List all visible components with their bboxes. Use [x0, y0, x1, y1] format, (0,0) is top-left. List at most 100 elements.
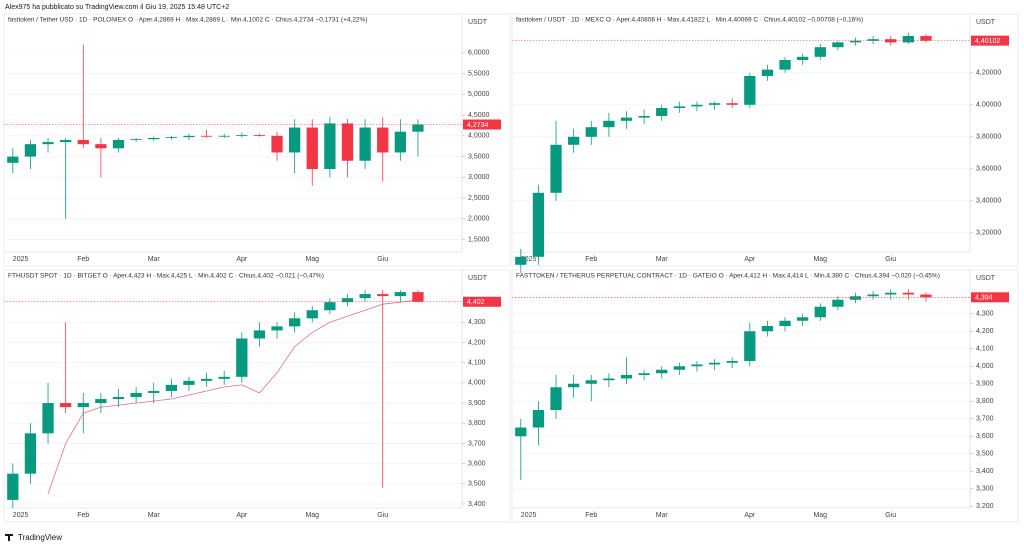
- candle-body: [797, 56, 809, 60]
- x-tick-label: Apr: [744, 256, 756, 263]
- header: Alex975 ha pubblicato su TradingView.com…: [5, 4, 229, 11]
- y-tick-label: 3,400: [976, 468, 994, 475]
- y-tick-label: 3,0000: [468, 174, 490, 181]
- candle-body: [726, 361, 738, 363]
- x-tick-label: Mar: [656, 512, 669, 519]
- y-tick-label: 3,600: [976, 433, 994, 440]
- candle-body: [638, 116, 650, 118]
- candle-body: [60, 140, 72, 143]
- candle-body: [148, 137, 160, 140]
- last-price-label: 4,394: [975, 295, 993, 302]
- x-tick-label: Giu: [885, 512, 896, 519]
- candle-body: [585, 380, 597, 384]
- candle-body: [289, 127, 301, 153]
- candle-body: [412, 124, 424, 132]
- chart-title: fasttoken / USDT · 1D · MEXC O · Aper.4,…: [516, 17, 863, 24]
- y-tick-label: 4,20000: [976, 70, 1001, 77]
- candle-body: [832, 42, 844, 48]
- y-tick-label: 3,700: [468, 440, 486, 447]
- x-tick-label: Feb: [585, 512, 597, 519]
- last-price-tag: [463, 119, 501, 130]
- candle-body: [708, 103, 721, 105]
- candle-body: [656, 108, 668, 116]
- candle-body: [253, 330, 266, 339]
- candle-body: [673, 106, 685, 108]
- x-tick-label: Mag: [305, 512, 319, 519]
- x-tick-label: Feb: [77, 512, 89, 519]
- y-tick-label: 6,0000: [468, 50, 490, 57]
- candle-body: [112, 140, 125, 149]
- x-tick-label: Mag: [305, 256, 319, 263]
- x-tick-label: Apr: [236, 256, 248, 263]
- candle-body: [656, 369, 668, 374]
- overlay-line: [47, 299, 419, 495]
- candle-body: [920, 36, 932, 41]
- y-tick-label: 3,700: [976, 416, 994, 423]
- x-tick-label: Apr: [236, 512, 248, 519]
- y-tick-label: 3,80000: [976, 134, 1001, 141]
- x-tick-label: Mar: [148, 512, 161, 519]
- candle-body: [691, 104, 703, 107]
- candle-body: [761, 326, 774, 332]
- y-tick-label: 3,800: [468, 420, 486, 427]
- candle-body: [832, 299, 844, 307]
- candle-body: [867, 294, 879, 297]
- unit-label: USDT: [976, 19, 996, 26]
- candle-body: [708, 362, 721, 365]
- candle-body: [95, 144, 107, 149]
- candle-body: [515, 256, 527, 265]
- chart-panel: FTHUSDT SPOT · 1D · BITGET O · Aper.4,42…: [3, 269, 511, 523]
- y-tick-label: 2,0000: [468, 216, 490, 223]
- candle-body: [867, 39, 879, 41]
- candle-body: [394, 131, 406, 153]
- candle-body: [77, 403, 89, 408]
- candle-body: [112, 397, 125, 400]
- candle-body: [532, 192, 545, 257]
- candle-body: [849, 296, 862, 300]
- candle-body: [744, 76, 756, 105]
- y-tick-label: 4,200: [468, 339, 486, 346]
- y-tick-label: 5,0000: [468, 91, 490, 98]
- candle-body: [24, 433, 37, 474]
- x-tick-label: Giu: [377, 256, 388, 263]
- y-tick-label: 3,400: [468, 501, 486, 508]
- candle-body: [236, 338, 248, 377]
- candle-body: [779, 60, 791, 70]
- chart-panel: fasttoken / USDT · 1D · MEXC O · Aper.4,…: [511, 13, 1019, 273]
- last-price-tag: [463, 296, 501, 307]
- x-tick-label: 2025: [521, 256, 537, 263]
- candle-body: [130, 139, 142, 140]
- y-tick-label: 3,20000: [976, 230, 1001, 237]
- x-tick-label: Mag: [813, 512, 827, 519]
- panel-border: [511, 269, 1019, 523]
- candle-body: [341, 123, 354, 161]
- candle-body: [691, 364, 703, 367]
- unit-label: USDT: [468, 19, 488, 26]
- x-tick-label: Giu: [377, 512, 388, 519]
- y-tick-label: 4,100: [468, 360, 486, 367]
- candle-body: [236, 135, 248, 136]
- y-tick-label: 4,300: [468, 319, 486, 326]
- y-tick-label: 3,60000: [976, 166, 1001, 173]
- candle-body: [550, 144, 562, 193]
- candle-body: [797, 317, 809, 321]
- logo: [5, 534, 13, 541]
- candle-body: [271, 326, 283, 331]
- y-tick-label: 4,0000: [468, 133, 490, 140]
- candle-body: [744, 331, 756, 361]
- x-tick-label: Mag: [813, 256, 827, 263]
- y-tick-label: 3,200: [976, 503, 994, 510]
- last-price-label: 4,40102: [975, 38, 1000, 45]
- candle-body: [377, 127, 389, 153]
- candle-body: [359, 127, 371, 161]
- candle-body: [200, 378, 213, 381]
- candle-body: [341, 298, 354, 303]
- last-price-tag: [971, 292, 1009, 303]
- candle-body: [532, 410, 545, 428]
- y-tick-label: 4,5000: [468, 112, 490, 119]
- candle-body: [183, 135, 195, 138]
- x-tick-label: Feb: [77, 256, 89, 263]
- candle-body: [24, 144, 37, 157]
- candle-body: [253, 135, 266, 136]
